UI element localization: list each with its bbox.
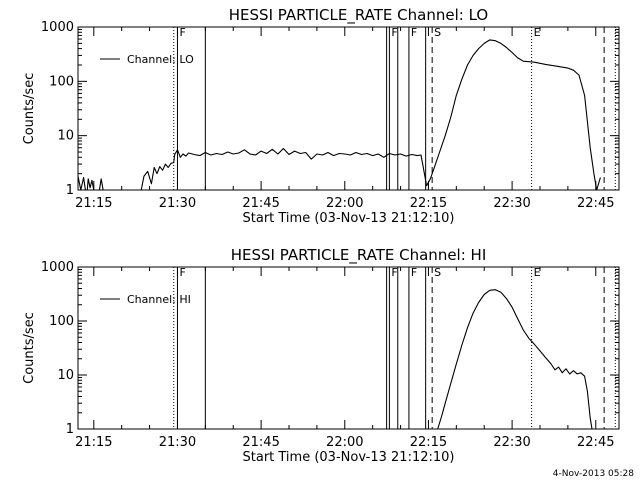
x-tick-label: 22:00	[326, 435, 363, 450]
data-series-line	[77, 39, 601, 191]
event-marker-label: F	[391, 26, 397, 39]
x-tick-label: 21:30	[159, 435, 196, 450]
event-marker-label: E	[534, 266, 541, 279]
footer-timestamp: 4-Nov-2013 05:28	[553, 469, 635, 479]
chart-panels: HESSI PARTICLE_RATE Channel: LO Counts/se…	[22, 6, 620, 465]
event-marker-label: E	[534, 26, 541, 39]
plot-frame	[77, 26, 620, 191]
event-marker-label: F	[179, 266, 185, 279]
x-axis-label: Start Time (03-Nov-13 21:12:10)	[243, 450, 455, 465]
plot-frame	[77, 266, 620, 430]
x-tick-label: 22:45	[577, 435, 614, 450]
y-tick-label: 1	[66, 183, 74, 198]
y-axis-label: Counts/sec	[22, 73, 37, 145]
x-tick-label: 22:15	[410, 435, 447, 450]
x-tick-label: 22:30	[493, 435, 530, 450]
x-tick-label: 21:30	[159, 196, 196, 211]
x-tick-label: 22:00	[326, 196, 363, 211]
x-tick-label: 21:45	[242, 435, 279, 450]
y-tick-label: 1000	[41, 260, 74, 275]
y-axis-label: Counts/sec	[22, 312, 37, 384]
event-marker-label: F	[411, 26, 417, 39]
x-tick-label: 22:15	[410, 196, 447, 211]
legend-label: Channel: LO	[127, 53, 194, 66]
x-tick-label: 21:45	[242, 196, 279, 211]
chart-panel-1: HESSI PARTICLE_RATE Channel: LO Counts/se…	[22, 6, 620, 226]
event-marker-label: F	[411, 266, 417, 279]
y-tick-label: 1000	[41, 20, 74, 35]
event-marker-label: F	[179, 26, 185, 39]
y-tick-label: 10	[57, 368, 74, 383]
legend-label: Channel: HI	[127, 293, 191, 306]
x-tick-label: 22:45	[577, 196, 614, 211]
x-tick-label: 22:30	[493, 196, 530, 211]
x-axis-label: Start Time (03-Nov-13 21:12:10)	[243, 211, 455, 226]
y-tick-label: 1	[66, 422, 74, 437]
x-tick-label: 21:15	[75, 435, 112, 450]
data-series-line	[437, 289, 593, 430]
y-tick-label: 10	[57, 129, 74, 144]
event-marker-label: F	[391, 266, 397, 279]
y-tick-label: 100	[49, 74, 74, 89]
x-tick-label: 21:15	[75, 196, 112, 211]
chart-title: HESSI PARTICLE_RATE Channel: HI	[231, 246, 487, 265]
y-tick-label: 100	[49, 314, 74, 329]
event-marker-label: S	[434, 26, 441, 39]
chart-panel-2: HESSI PARTICLE_RATE Channel: HI Counts/se…	[22, 246, 620, 465]
chart-title: HESSI PARTICLE_RATE Channel: LO	[229, 6, 488, 25]
event-marker-label: S	[434, 266, 441, 279]
